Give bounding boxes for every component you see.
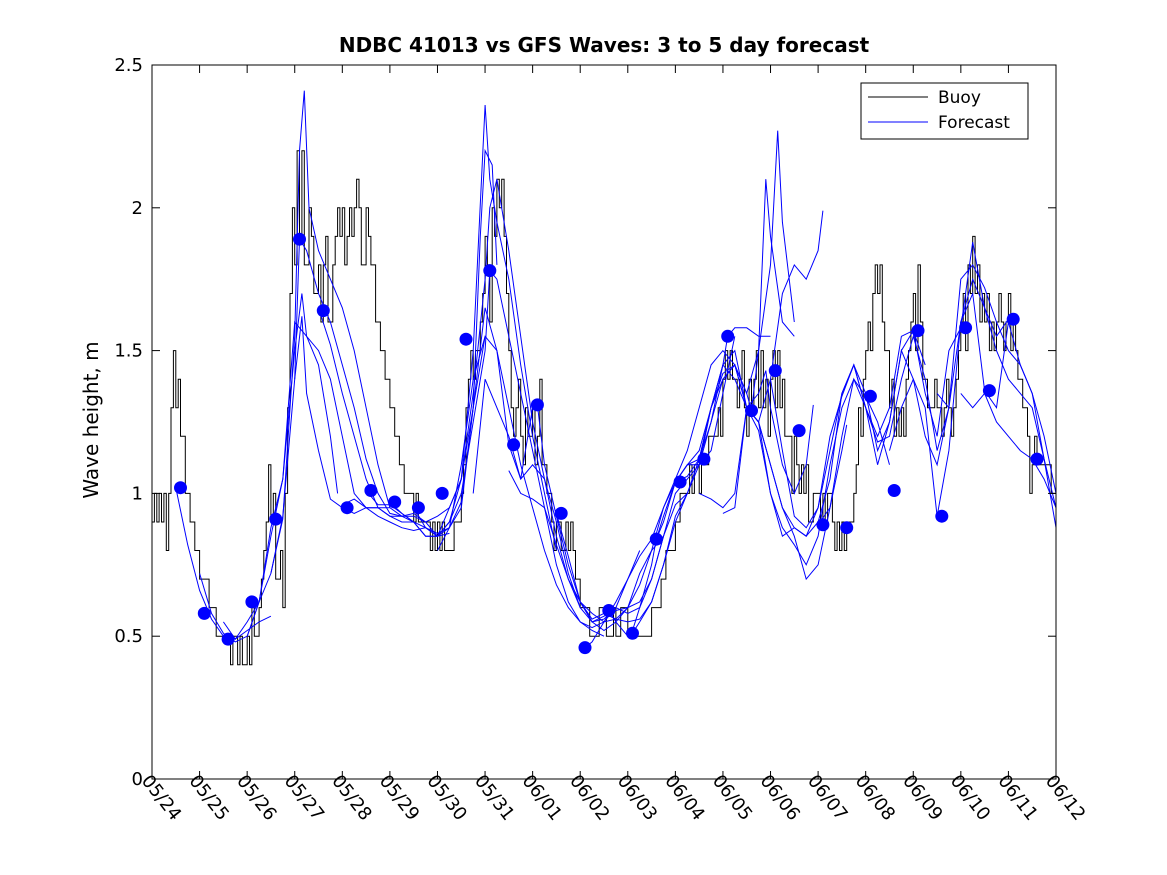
chart-title: NDBC 41013 vs GFS Waves: 3 to 5 day fore… (339, 33, 870, 57)
forecast-line-2 (222, 90, 391, 640)
forecast-marker-24 (745, 404, 758, 418)
forecast-marker-32 (935, 509, 949, 523)
forecast-line-26 (936, 291, 1056, 528)
y-tick-label: 1 (132, 483, 143, 504)
y-tick-label: 1.5 (114, 341, 143, 362)
y-tick-label: 2.5 (114, 55, 143, 76)
forecast-marker-20 (649, 532, 663, 546)
forecast-marker-14 (507, 438, 521, 452)
forecast-marker-30 (887, 484, 901, 497)
forecast-marker-16 (554, 506, 568, 520)
forecast-marker-29 (863, 389, 877, 403)
y-tick-label: 0.5 (114, 626, 143, 647)
y-axis-label: Wave height, m (79, 341, 103, 498)
legend: Buoy Forecast (860, 82, 1029, 140)
forecast-line-4 (270, 316, 450, 574)
forecast-marker-18 (602, 604, 616, 617)
forecast-line-24 (817, 264, 1056, 526)
forecast-marker-3 (245, 595, 259, 609)
forecast-marker-27 (816, 518, 830, 532)
forecast-marker-23 (721, 329, 735, 343)
forecast-marker-0 (174, 481, 187, 495)
forecast-line-22 (722, 348, 950, 538)
legend-buoy-label: Buoy (938, 88, 981, 108)
forecast-marker-34 (982, 384, 996, 398)
y-tick-label: 0 (132, 769, 143, 790)
forecast-marker-4 (269, 512, 283, 526)
forecast-marker-36 (1030, 452, 1044, 466)
forecast-marker-5 (293, 232, 306, 246)
forecast-line-10 (413, 307, 641, 629)
forecast-marker-11 (435, 486, 449, 500)
forecast-marker-8 (364, 484, 378, 497)
plot-area (152, 90, 1056, 666)
forecast-marker-12 (459, 332, 473, 346)
forecast-marker-10 (411, 501, 425, 515)
axes-box (151, 64, 1057, 780)
forecast-marker-21 (673, 475, 687, 489)
forecast-line-7 (342, 104, 557, 551)
forecast-line-25 (889, 277, 1056, 517)
forecast-marker-33 (959, 321, 973, 335)
forecast-marker-15 (530, 398, 544, 412)
forecast-marker-35 (1006, 312, 1020, 326)
forecast-marker-19 (626, 626, 639, 640)
forecast-line-21 (698, 329, 926, 537)
forecast-marker-9 (388, 495, 402, 509)
y-tick-label: 2 (132, 198, 143, 219)
forecast-marker-22 (697, 452, 711, 466)
legend-forecast-label: Forecast (938, 113, 1010, 133)
series-group (152, 90, 1056, 666)
forecast-marker-26 (792, 424, 806, 438)
forecast-marker-31 (911, 324, 925, 338)
forecast-marker-28 (840, 521, 854, 535)
forecast-marker-17 (578, 641, 592, 655)
forecast-line-23 (770, 242, 1009, 529)
forecast-line-27 (960, 392, 1056, 508)
forecast-marker-1 (197, 606, 211, 620)
forecast-marker-2 (221, 632, 235, 646)
legend-box (860, 82, 1029, 140)
forecast-marker-7 (340, 501, 354, 515)
forecast-marker-25 (768, 364, 782, 378)
forecast-line-16 (584, 130, 795, 648)
forecast-line-14 (555, 327, 771, 623)
forecast-marker-6 (316, 304, 330, 318)
forecast-marker-13 (483, 264, 497, 278)
